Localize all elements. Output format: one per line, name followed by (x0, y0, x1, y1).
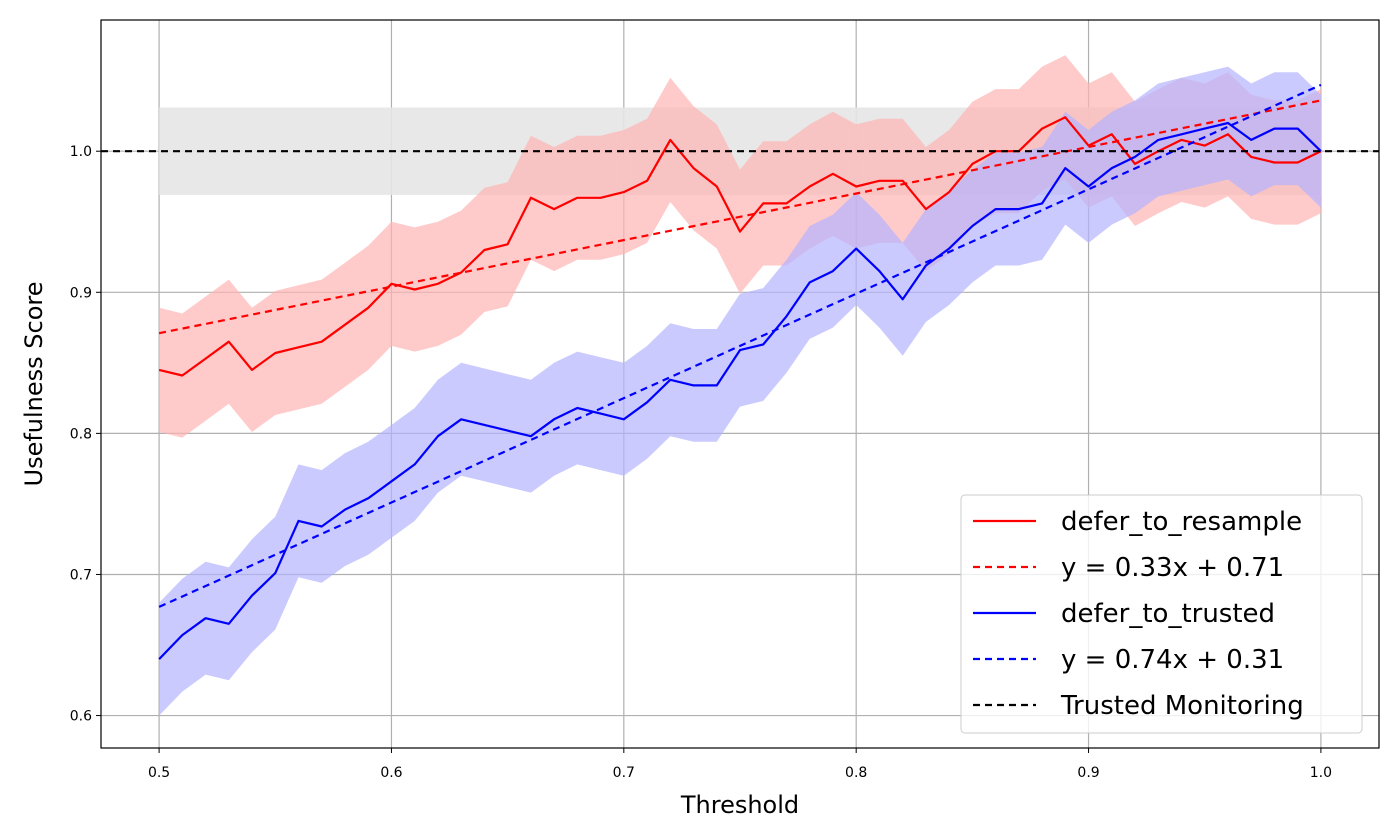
y-tick-label: 0.6 (70, 709, 92, 725)
x-tick-label: 1.0 (1310, 765, 1332, 781)
defer-to-trusted-band (159, 66, 1321, 716)
x-axis-label: Threshold (680, 791, 799, 819)
fit-line (158, 83, 1322, 608)
x-tick-label: 0.8 (845, 765, 867, 781)
x-tick-label: 0.6 (380, 765, 402, 781)
y-tick-label: 0.8 (70, 426, 92, 442)
series-lines (101, 83, 1379, 660)
legend-label: Trusted Monitoring (1060, 691, 1304, 721)
legend-label: y = 0.74x + 0.31 (1061, 645, 1284, 675)
x-tick-label: 0.5 (148, 765, 170, 781)
fit-line (158, 99, 1322, 335)
y-tick-label: 1.0 (70, 144, 92, 160)
y-axis-label: Usefulness Score (20, 282, 48, 487)
legend-label: y = 0.33x + 0.71 (1061, 553, 1284, 583)
defer-to-trusted-line (158, 121, 1322, 660)
y-tick-label: 0.7 (70, 567, 92, 583)
legend-box (960, 494, 1363, 734)
y-tick-label: 0.9 (70, 285, 92, 301)
plot-frame (100, 19, 1380, 749)
legend-label: defer_to_trusted (1061, 599, 1275, 629)
x-tick-label: 0.7 (613, 765, 635, 781)
legend-label: defer_to_resample (1061, 507, 1302, 537)
axis-ticks: 0.5 0.6 0.7 0.8 0.9 1.0 0.6 0.7 0.8 0.9 1.0 (70, 144, 1332, 781)
x-tick-label: 0.9 (1077, 765, 1099, 781)
defer-to-resample-line (158, 116, 1322, 377)
